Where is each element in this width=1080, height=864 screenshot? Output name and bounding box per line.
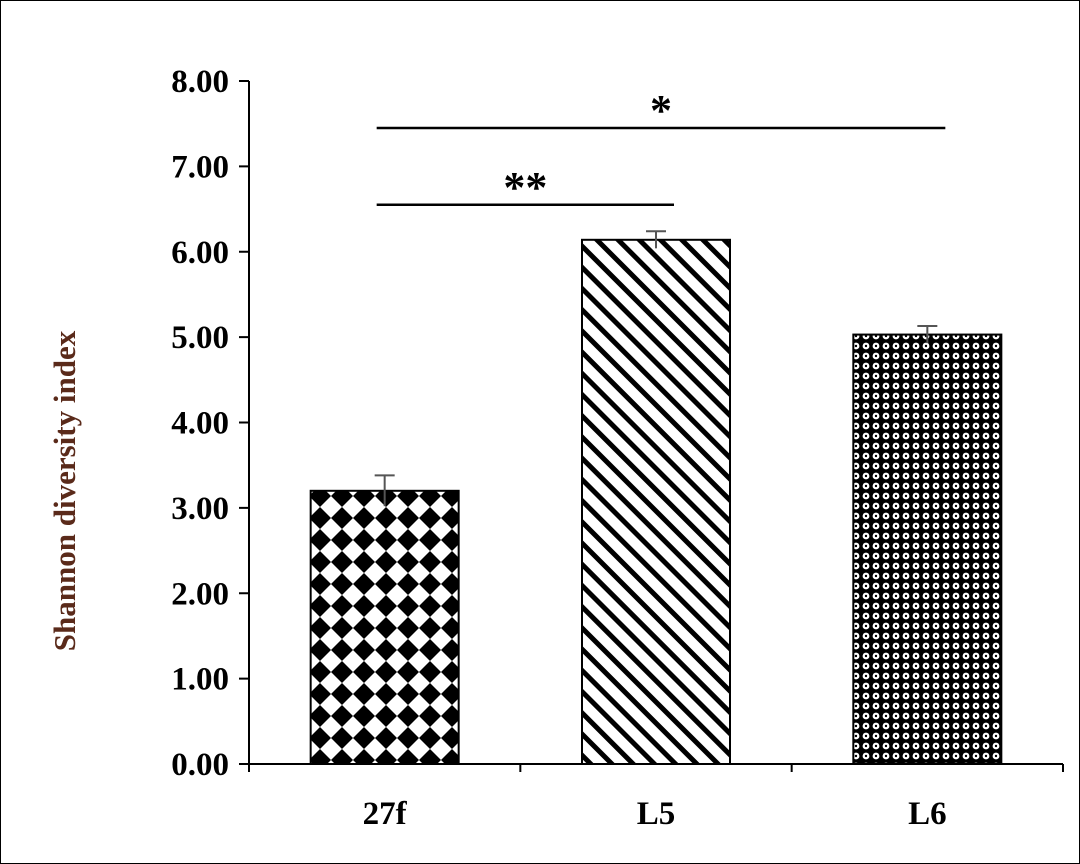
significance-brackets: *** bbox=[376, 86, 946, 212]
y-tick-label: 4.00 bbox=[171, 406, 229, 442]
y-tick-label: 0.00 bbox=[171, 747, 229, 783]
x-tick-label: L5 bbox=[637, 796, 676, 832]
bar-27f bbox=[309, 489, 460, 765]
bars bbox=[309, 230, 1003, 766]
bar-L6 bbox=[852, 333, 1003, 765]
y-tick-label: 8.00 bbox=[171, 64, 229, 100]
bar-L5 bbox=[581, 238, 731, 766]
y-tick-label: 1.00 bbox=[171, 662, 229, 698]
significance-label: * bbox=[650, 86, 672, 135]
y-axis-title: Shannon diversity index bbox=[47, 330, 82, 651]
y-tick-label: 7.00 bbox=[171, 149, 229, 185]
y-axis-ticks: 0.00 1.00 2.00 3.00 4.00 5.00 6.00 7.00 8.00 bbox=[171, 64, 249, 783]
x-axis-ticks: 27f L5 L6 bbox=[248, 764, 1064, 832]
y-tick-label: 3.00 bbox=[171, 491, 229, 527]
y-tick-label: 6.00 bbox=[171, 235, 229, 271]
x-tick-label: L6 bbox=[908, 796, 947, 832]
axes bbox=[248, 81, 1063, 765]
x-tick-label: 27f bbox=[363, 796, 408, 832]
y-tick-label: 2.00 bbox=[171, 576, 229, 612]
y-tick-label: 5.00 bbox=[171, 320, 229, 356]
significance-label: ** bbox=[503, 163, 547, 212]
